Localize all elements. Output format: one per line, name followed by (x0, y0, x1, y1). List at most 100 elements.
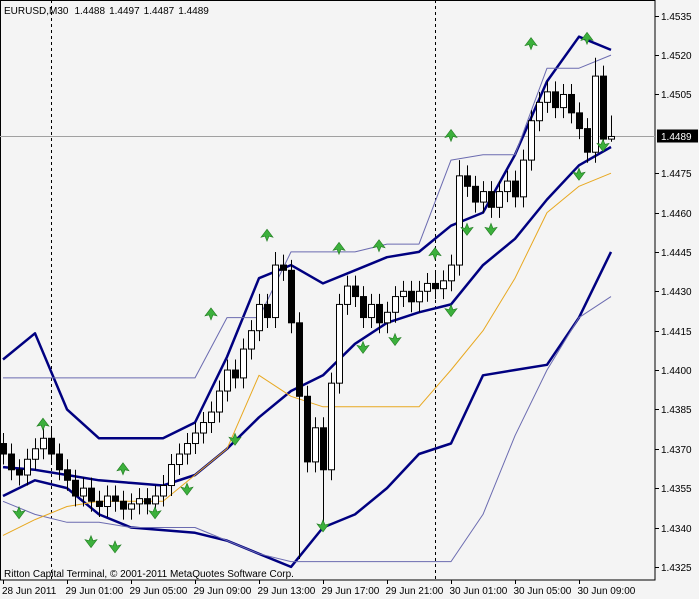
candle-body (496, 191, 503, 208)
y-tick-label: 1.4400 (661, 366, 692, 377)
y-tick-label: 1.4430 (661, 287, 692, 298)
candle-body (376, 303, 383, 324)
candle-body (288, 269, 295, 324)
candle-body (552, 91, 559, 109)
fractal-up (580, 31, 594, 46)
candle-body (304, 395, 311, 463)
fractal-down (356, 340, 370, 354)
fractal-up (116, 462, 130, 476)
candle-body (488, 191, 495, 208)
candle-body (176, 453, 183, 466)
y-tick-label: 1.4370 (661, 445, 692, 456)
y-tick-label: 1.4445 (661, 248, 692, 259)
fractal-down (84, 534, 98, 549)
y-tick-label: 1.4520 (661, 51, 692, 62)
candle-body (360, 296, 367, 319)
candle-body (16, 469, 23, 476)
x-tick-label: 29 Jun 17:00 (322, 586, 380, 597)
candle-body (544, 91, 551, 103)
candle-body (456, 175, 463, 266)
candle-body (328, 382, 335, 471)
candle-body (344, 285, 351, 305)
candle-body (432, 282, 439, 290)
fractal-up (444, 128, 458, 143)
candle-body (600, 75, 607, 140)
candle-body (352, 285, 359, 298)
y-tick-label: 1.4325 (661, 563, 692, 574)
candle-body (256, 303, 263, 332)
header-low: 1.4487 (144, 6, 175, 17)
candle-body (240, 348, 247, 379)
fractal-up (428, 247, 442, 261)
candle-body (160, 485, 167, 497)
candle-body (536, 101, 543, 122)
candle-body (32, 448, 39, 460)
candle-body (400, 290, 407, 298)
candle-body (216, 390, 223, 413)
candle-body (48, 437, 55, 455)
y-tick-label: 1.4385 (661, 405, 692, 416)
candle-body (368, 303, 375, 319)
fractal-down (596, 138, 610, 152)
candle-body (200, 422, 207, 434)
fractal-up (36, 417, 50, 431)
fractal-up (332, 241, 346, 256)
candle-body (56, 453, 63, 471)
fractal-down (388, 332, 402, 347)
x-tick-label: 30 Jun 05:00 (514, 586, 572, 597)
fractal-up (524, 37, 538, 51)
fractal-up (372, 239, 386, 253)
candle-body (528, 120, 535, 161)
candle-body (296, 322, 303, 397)
candle-body (512, 180, 519, 198)
candle-body (336, 303, 343, 384)
candle-body (208, 411, 215, 424)
y-tick-label: 1.4535 (661, 12, 692, 23)
candle-body (184, 443, 191, 455)
candle-body (408, 290, 415, 303)
y-tick-label: 1.4475 (661, 169, 692, 180)
candle-body (224, 369, 231, 392)
candle-body (608, 135, 615, 140)
candle-body (64, 469, 71, 481)
candle-body (120, 500, 127, 510)
candle-body (104, 495, 111, 508)
candle-body (80, 487, 87, 497)
indicator-line (3, 54, 612, 379)
header-close: 1.4489 (178, 6, 209, 17)
candle-body (392, 296, 399, 313)
candle-body (320, 427, 327, 471)
candle-body (152, 495, 159, 505)
candle-body (72, 479, 79, 497)
candle-body (168, 464, 175, 487)
candle-body (136, 498, 143, 505)
y-tick-label: 1.4340 (661, 524, 692, 535)
candle-body (96, 500, 103, 508)
fractal-down (444, 303, 458, 318)
candle-body (272, 264, 279, 319)
chart-header: EURUSD,M30 1.4488 1.4497 1.4487 1.4489 (4, 6, 209, 17)
candle-body (576, 112, 583, 130)
y-tick-label: 1.4355 (661, 484, 692, 495)
last-price-box (657, 129, 698, 143)
fractal-down (572, 167, 586, 181)
candle-body (520, 159, 527, 198)
candle-body (88, 487, 95, 502)
candle-body (24, 458, 31, 476)
fractal-down (180, 482, 194, 496)
candle-body (384, 311, 391, 324)
candle-body (232, 369, 239, 379)
copyright: Ritton Capital Terminal, © 2001-2011 Met… (4, 569, 294, 580)
x-tick-label: 29 Jun 05:00 (130, 586, 188, 597)
fractal-down (12, 505, 26, 520)
plot-frame (0, 0, 656, 581)
header-high: 1.4497 (109, 6, 140, 17)
candle-body (280, 264, 287, 271)
candle-body (464, 175, 471, 187)
candle-body (592, 75, 599, 153)
candle-body (0, 443, 7, 455)
candle-body (560, 93, 567, 109)
fractal-up (204, 307, 218, 321)
candle-body (128, 503, 135, 510)
